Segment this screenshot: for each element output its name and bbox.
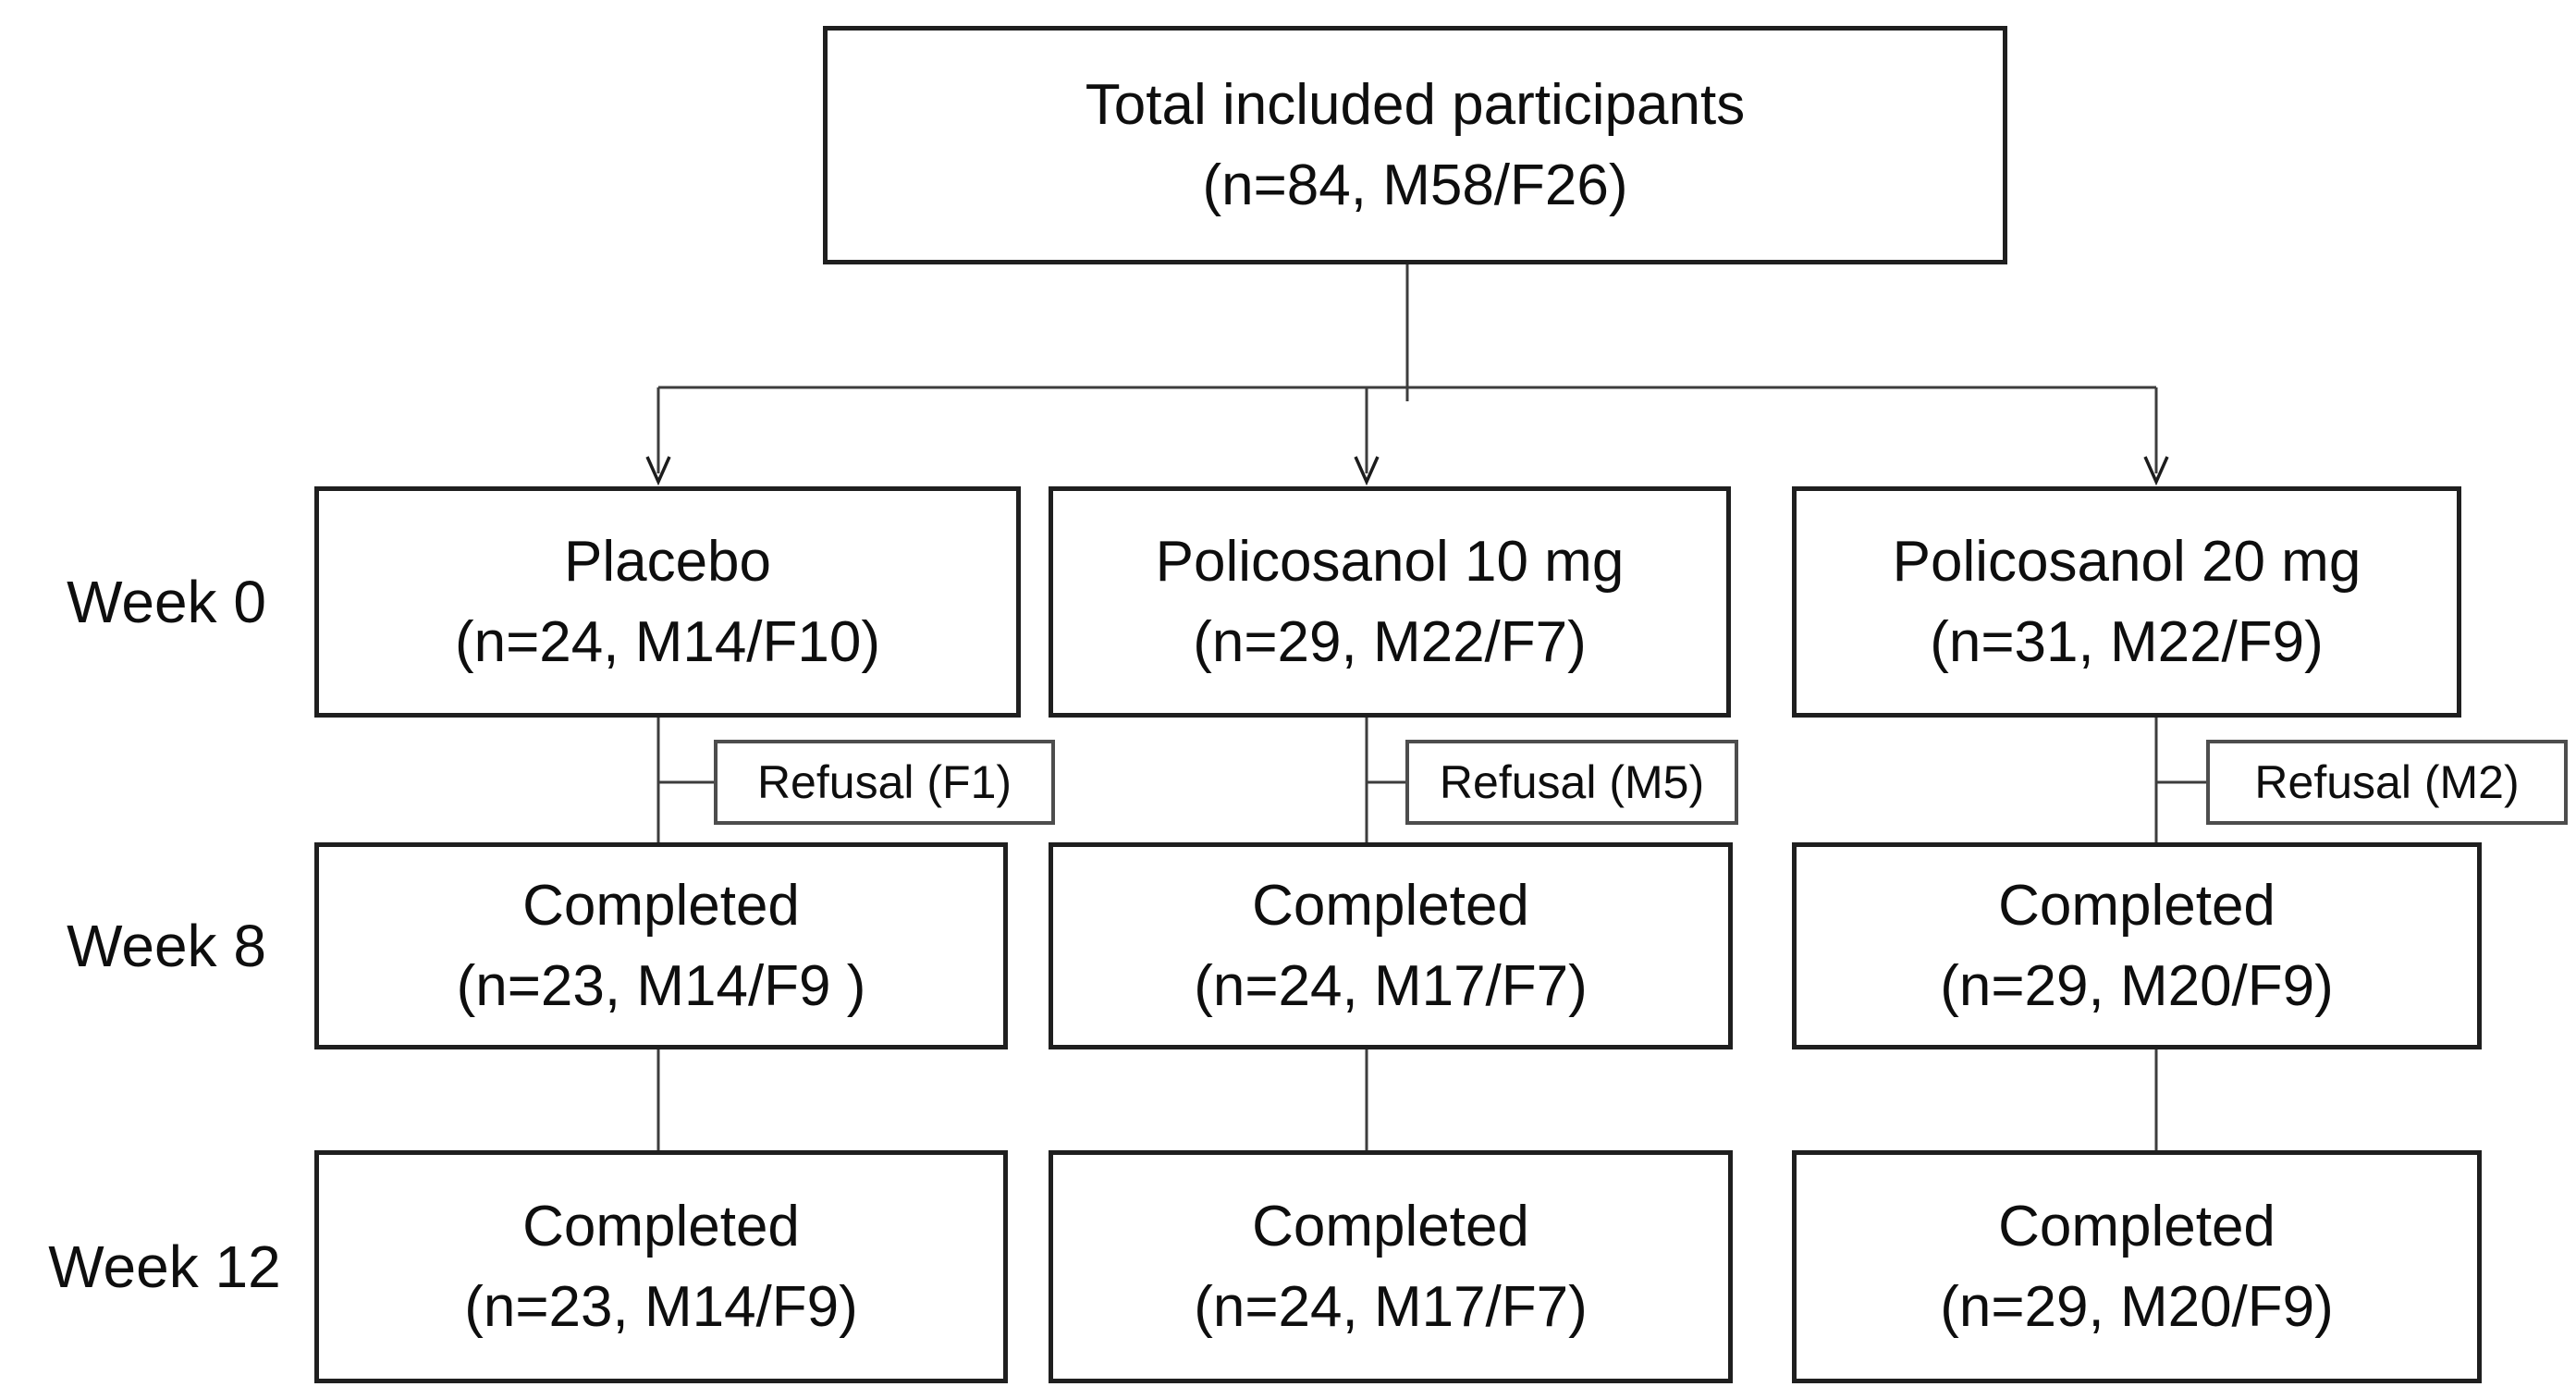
arrowhead-mid <box>1354 456 1380 486</box>
week0-placebo-line1: Placebo <box>563 530 772 594</box>
week8-policosanol10-line2: (n=24, M17/F7) <box>1194 954 1588 1018</box>
week0-policosanol20-line2: (n=31, M22/F9) <box>1930 610 2324 674</box>
week12-placebo-line1: Completed <box>522 1195 800 1258</box>
week8-completed-policosanol10-box: Completed (n=24, M17/F7) <box>1049 842 1733 1049</box>
week12-completed-placebo-box: Completed (n=23, M14/F9) <box>314 1150 1008 1383</box>
week8-policosanol20-line1: Completed <box>1998 874 2275 938</box>
week0-policosanol20-line1: Policosanol 20 mg <box>1892 530 2361 594</box>
week8-policosanol20-line2: (n=29, M20/F9) <box>1940 954 2334 1018</box>
row-label-week12: Week 12 <box>48 1233 281 1300</box>
refusal-m2-label: Refusal (M2) <box>2254 756 2520 808</box>
week0-policosanol10-line2: (n=29, M22/F7) <box>1193 610 1587 674</box>
week12-placebo-line2: (n=23, M14/F9) <box>464 1275 858 1339</box>
week12-completed-policosanol10-box: Completed (n=24, M17/F7) <box>1049 1150 1733 1383</box>
week12-policosanol20-line2: (n=29, M20/F9) <box>1940 1275 2334 1339</box>
refusal-f1-box: Refusal (F1) <box>714 740 1055 825</box>
arrowhead-right <box>2143 456 2169 486</box>
total-participants-line2: (n=84, M58/F26) <box>1202 153 1628 217</box>
week0-placebo-box: Placebo (n=24, M14/F10) <box>314 486 1021 718</box>
week0-placebo-line2: (n=24, M14/F10) <box>454 610 881 674</box>
week0-policosanol10-box: Policosanol 10 mg (n=29, M22/F7) <box>1049 486 1731 718</box>
week8-completed-placebo-box: Completed (n=23, M14/F9 ) <box>314 842 1008 1049</box>
week12-policosanol20-line1: Completed <box>1998 1195 2275 1258</box>
refusal-m5-label: Refusal (M5) <box>1439 756 1705 808</box>
week12-policosanol10-line2: (n=24, M17/F7) <box>1194 1275 1588 1339</box>
week8-placebo-line2: (n=23, M14/F9 ) <box>456 954 866 1018</box>
refusal-m5-box: Refusal (M5) <box>1405 740 1738 825</box>
week0-policosanol20-box: Policosanol 20 mg (n=31, M22/F9) <box>1792 486 2461 718</box>
refusal-m2-box: Refusal (M2) <box>2206 740 2568 825</box>
row-label-week0: Week 0 <box>67 569 266 635</box>
total-participants-line1: Total included participants <box>1085 73 1746 137</box>
refusal-f1-label: Refusal (F1) <box>756 756 1012 808</box>
week8-placebo-line1: Completed <box>522 874 800 938</box>
week8-policosanol10-line1: Completed <box>1252 874 1529 938</box>
row-label-week8: Week 8 <box>67 913 266 979</box>
week0-policosanol10-line1: Policosanol 10 mg <box>1155 530 1625 594</box>
total-participants-box: Total included participants (n=84, M58/F… <box>823 26 2007 264</box>
arrowhead-left <box>645 456 671 486</box>
week12-policosanol10-line1: Completed <box>1252 1195 1529 1258</box>
week12-completed-policosanol20-box: Completed (n=29, M20/F9) <box>1792 1150 2482 1383</box>
week8-completed-policosanol20-box: Completed (n=29, M20/F9) <box>1792 842 2482 1049</box>
